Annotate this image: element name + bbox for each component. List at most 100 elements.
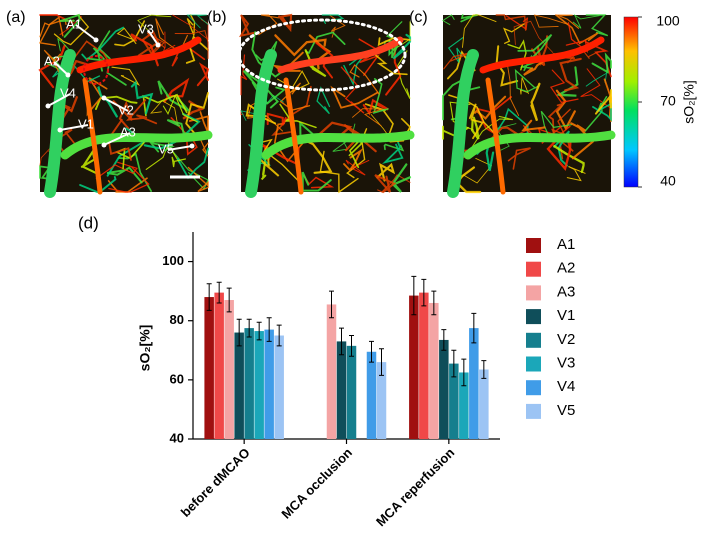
small-vessel <box>340 66 365 114</box>
artery <box>485 77 506 195</box>
small-vessel <box>95 95 138 110</box>
small-vessel <box>186 14 209 29</box>
arrow-head <box>101 142 107 148</box>
bar <box>224 300 234 439</box>
small-vessel <box>125 99 158 125</box>
error-bar <box>226 287 232 313</box>
small-vessel <box>555 89 576 131</box>
annotation-arrow <box>59 124 89 131</box>
region-outline <box>83 55 109 85</box>
error-bar <box>411 275 417 316</box>
small-vessel <box>549 69 579 104</box>
small-vessel <box>107 177 148 193</box>
error-bar <box>431 290 437 316</box>
small-vessel <box>572 14 600 29</box>
colorbar-gradient <box>623 16 639 188</box>
small-vessel <box>278 13 293 33</box>
small-vessel <box>392 33 412 60</box>
small-vessel <box>315 41 334 79</box>
bar <box>254 331 264 439</box>
annotation-arrow <box>103 97 129 112</box>
x-tick-label: MCA reperfusion <box>373 445 457 529</box>
small-vessel <box>130 80 154 115</box>
error-bar <box>349 335 354 357</box>
error-bar <box>481 360 487 379</box>
small-vessel <box>559 57 582 92</box>
panel-label: (d) <box>78 213 99 232</box>
small-vessel <box>176 147 209 180</box>
vessel-label: V2 <box>118 102 134 117</box>
small-vessel <box>53 14 90 46</box>
error-bar <box>276 324 282 347</box>
bar <box>429 302 439 439</box>
annotation-arrow <box>167 145 193 151</box>
legend-label: A1 <box>557 236 575 253</box>
small-vessel <box>447 37 464 63</box>
legend-label: V1 <box>557 307 575 324</box>
arrow-head <box>93 37 99 43</box>
small-vessel <box>555 14 599 45</box>
legend-swatch <box>526 285 541 301</box>
small-vessel <box>514 68 539 93</box>
small-vessel <box>116 27 137 45</box>
x-tick-label: before dMCAO <box>178 445 253 520</box>
annotation-arrow <box>53 61 69 76</box>
legend-swatch <box>526 332 541 348</box>
y-tick-label: 60 <box>170 371 184 386</box>
small-vessel <box>114 20 146 47</box>
annotation-arrow <box>47 93 71 107</box>
bar <box>449 363 459 439</box>
artery <box>479 36 605 74</box>
bar <box>376 362 387 439</box>
small-vessel <box>349 64 380 95</box>
colorbar-tick-label: 100 <box>656 13 680 29</box>
error-bar <box>206 283 212 311</box>
small-vessel <box>170 149 209 190</box>
small-vessel <box>473 95 507 120</box>
bar <box>326 304 337 439</box>
vessel-label: V1 <box>78 116 94 131</box>
small-vessel <box>530 82 541 122</box>
small-vessel <box>585 14 609 37</box>
small-vessel <box>513 20 554 53</box>
small-vessel <box>130 33 159 67</box>
small-vessel <box>442 14 455 26</box>
small-vessel <box>69 59 95 75</box>
small-vessel <box>157 80 190 112</box>
y-tick-label: 40 <box>170 430 184 445</box>
vessel-label: V4 <box>60 85 76 100</box>
bar <box>274 335 284 439</box>
small-vessel <box>553 144 585 174</box>
error-bar <box>369 340 374 363</box>
panel-label: (a) <box>6 9 26 26</box>
error-bar <box>461 358 467 387</box>
bar <box>479 369 489 439</box>
small-vessel <box>81 26 125 61</box>
small-vessel <box>503 23 525 44</box>
small-vessel <box>566 166 586 182</box>
legend-label: V5 <box>557 402 575 419</box>
error-bar <box>471 312 477 344</box>
bar <box>419 292 429 439</box>
artery <box>277 36 404 74</box>
bar-chart: 40 60 80 100 before dMCAO MCA occlusion MCA re… <box>162 232 575 529</box>
small-vessel <box>377 37 411 47</box>
small-vessel <box>330 85 379 109</box>
arrow-head <box>45 103 51 109</box>
colorbar-tick-label: 40 <box>660 173 676 189</box>
small-vessel <box>594 89 612 115</box>
small-vessel <box>258 14 280 36</box>
small-vessel <box>383 143 405 152</box>
small-vessel <box>145 142 181 170</box>
bar <box>439 339 449 439</box>
small-vessel <box>442 79 462 121</box>
small-vessel <box>238 14 256 38</box>
error-bar <box>256 321 262 341</box>
small-vessel <box>305 31 346 55</box>
small-vessel <box>274 34 327 57</box>
small-vessel <box>112 100 133 130</box>
main-vessel <box>261 130 415 160</box>
small-vessel <box>533 14 569 28</box>
small-vessel <box>95 161 138 180</box>
